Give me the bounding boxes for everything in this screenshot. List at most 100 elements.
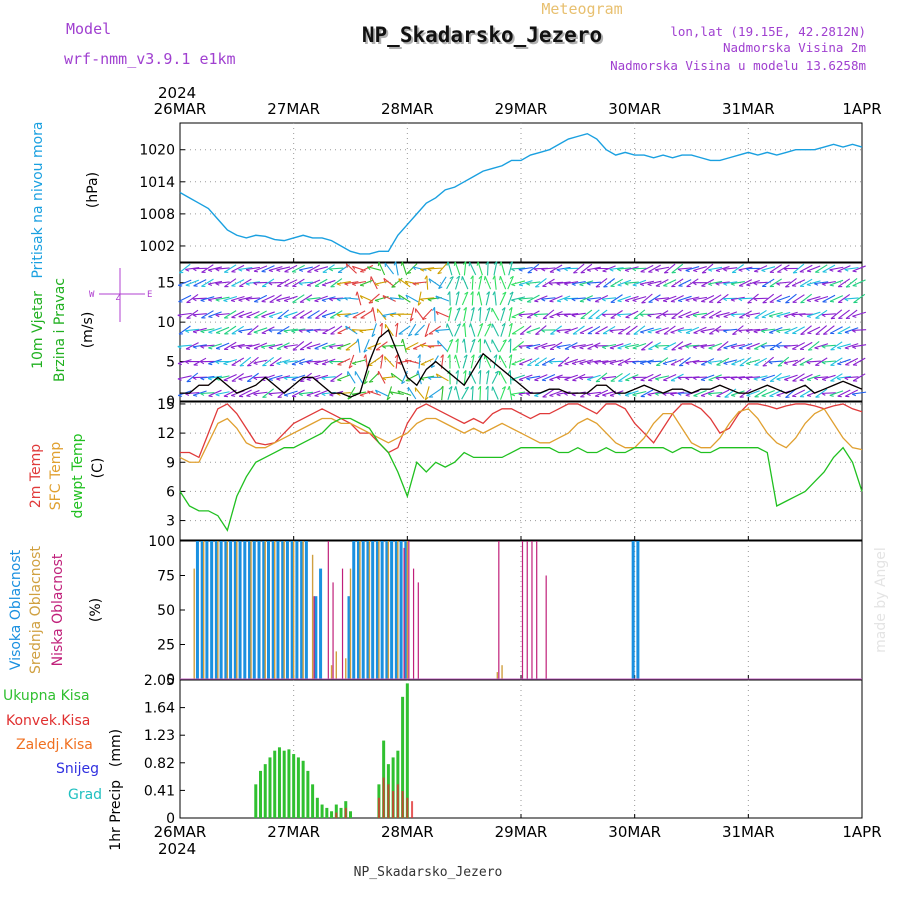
wind-barb (384, 323, 394, 337)
cloud-high-bar (404, 541, 408, 679)
wind-barb (693, 390, 707, 397)
x-tick-label-bottom: 1APR (842, 823, 881, 841)
wind-barb (655, 344, 670, 347)
svg-text:Z: Z (115, 293, 121, 303)
wind-barb (337, 264, 350, 273)
wind-barb-head (379, 354, 384, 359)
wind-barb-head (352, 362, 357, 366)
wind-barb-head (617, 347, 622, 350)
wind-barb-head (483, 276, 486, 281)
wind-barb (526, 343, 541, 348)
wind-barb-head (852, 285, 857, 287)
wind-barb (776, 311, 791, 317)
wind-barb-head (556, 314, 561, 318)
wind-barb-head (564, 379, 569, 382)
wind-barb-head (408, 333, 413, 337)
wind-barb (299, 310, 313, 319)
wind-barb-head (784, 332, 789, 334)
wind-barb (454, 261, 461, 276)
wind-barb (438, 276, 447, 289)
wind-barb-head (336, 298, 341, 302)
wind-barb (754, 357, 768, 366)
wind-barb (693, 296, 708, 301)
wind-barb-head (464, 291, 469, 295)
wind-barb-head (685, 394, 690, 397)
wind-barb-head (428, 278, 432, 283)
wind-barb-head (548, 282, 553, 286)
wind-barb (247, 356, 259, 367)
wind-barb-head (609, 394, 615, 397)
wind-barb-head (844, 377, 849, 381)
wind-barb (837, 326, 851, 334)
wind-barb-head (345, 325, 348, 331)
wind-barb (792, 263, 805, 274)
altitude-label: Nadmorska Visina 2m (723, 40, 866, 55)
wind-barb (500, 307, 506, 322)
wind-barb (769, 278, 782, 287)
wind-barb-head (367, 347, 372, 350)
wind-barb (830, 341, 843, 351)
wind-barb-head (422, 317, 427, 320)
wind-barb-head (708, 269, 713, 272)
temperature-ytick-label: 15 (157, 397, 175, 413)
wind-barb (329, 344, 344, 348)
wind-barb-head (432, 306, 436, 311)
wind-barb (469, 339, 476, 353)
wind-barb (401, 261, 408, 276)
wind-barb-head (814, 299, 819, 303)
wind-barb (485, 307, 491, 322)
wind-barb-head (511, 316, 516, 319)
wind-barb-head (595, 395, 600, 398)
wind-barb (814, 281, 829, 285)
wind-barb (262, 356, 275, 367)
wind-barb-head (640, 379, 645, 382)
wind-barb (602, 297, 617, 300)
wind-barb-head (783, 268, 788, 272)
wind-barb (761, 266, 776, 271)
wind-barb-head (564, 363, 569, 366)
wind-barb (435, 295, 450, 302)
wind-barb (354, 371, 364, 384)
wind-barb (186, 294, 199, 303)
precip-total-bar (334, 804, 338, 818)
wind-barb (405, 373, 419, 382)
wind-barb-head (776, 378, 781, 381)
lonlat-label: lon,lat (19.15E, 42.2812N) (670, 24, 866, 39)
wind-barb (499, 276, 507, 290)
wind-barb (208, 375, 223, 380)
wind-barb (663, 374, 677, 381)
wind-barb-head (526, 331, 531, 334)
wind-barb (386, 386, 393, 400)
wind-barb (701, 358, 715, 366)
cloud-high-bar (371, 541, 375, 679)
wind-barb-head (261, 300, 266, 303)
wind-barb (595, 278, 608, 288)
wind-barb-head (601, 313, 606, 317)
wind-barb-head (761, 316, 766, 319)
wind-barb-head (609, 347, 615, 350)
wind-barb (508, 354, 513, 369)
wind-barb (276, 359, 291, 364)
wind-barb-head (760, 345, 766, 349)
wind-barb (838, 309, 850, 319)
wind-barb (389, 391, 404, 395)
wind-barb-head (549, 316, 554, 319)
wind-barb-head (207, 283, 213, 287)
precip-ytick-label: 1.64 (144, 701, 175, 717)
wind-barb-head (394, 354, 399, 359)
wind-barb (382, 312, 397, 317)
wind-barb (701, 310, 715, 319)
wind-barb (192, 313, 207, 316)
wind-barb (534, 357, 548, 366)
wind-barb (739, 310, 752, 319)
wind-barb (821, 360, 836, 363)
wind-barb-head (783, 345, 788, 349)
legend-freezing-rain: Zaledj.Kisa (16, 737, 93, 753)
wind-barb (845, 309, 858, 319)
wind-barb-head (185, 393, 190, 397)
wind-barb (762, 356, 774, 367)
wind-barb (647, 312, 662, 316)
wind-barb-head (478, 275, 483, 280)
wind-barb (463, 307, 467, 322)
wind-barb-head (624, 361, 629, 365)
